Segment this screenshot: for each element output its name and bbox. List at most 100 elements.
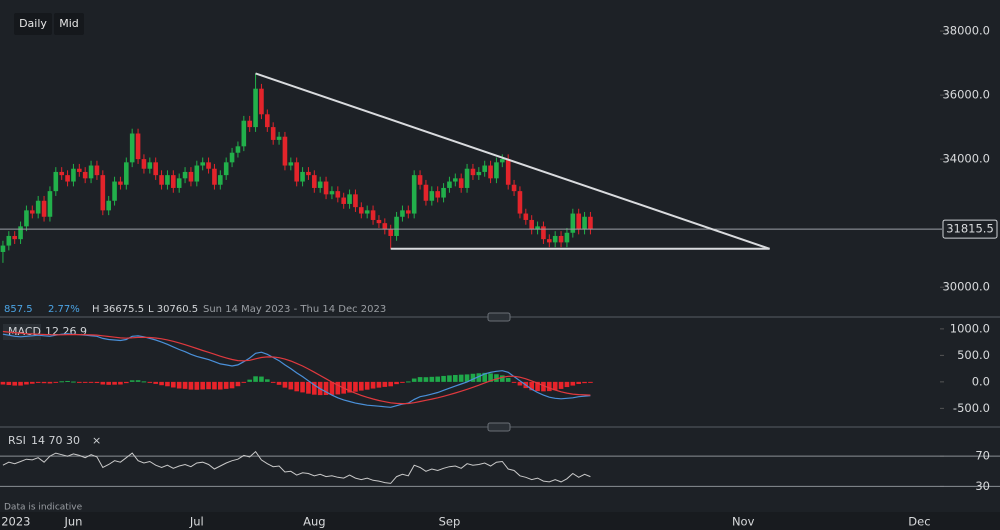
- resize-handle[interactable]: [487, 312, 511, 322]
- histogram-bar: [188, 381, 194, 390]
- histogram-bar: [435, 376, 440, 382]
- histogram-bar: [270, 381, 276, 383]
- candle-body: [159, 175, 164, 185]
- candle-body: [547, 239, 552, 243]
- candle-body: [223, 162, 229, 176]
- candle-body: [394, 216, 399, 236]
- candle-body: [335, 191, 341, 198]
- candle-body: [59, 171, 64, 176]
- candle-body: [558, 235, 564, 243]
- candle-body: [517, 191, 523, 214]
- candle-body: [505, 159, 511, 185]
- candle-body: [529, 219, 534, 230]
- candle-body: [241, 120, 247, 147]
- histogram-bar: [147, 381, 153, 383]
- candle-body: [47, 191, 53, 217]
- y-tick-label: 0.0: [972, 374, 990, 388]
- histogram-bar: [447, 375, 452, 382]
- y-tick-label: 36000.0: [942, 88, 990, 102]
- candle-body: [435, 191, 440, 198]
- candle-body: [282, 136, 288, 166]
- histogram-bar: [206, 381, 211, 390]
- histogram-bar: [35, 381, 41, 383]
- candle-body: [182, 171, 188, 179]
- candle-body: [388, 229, 393, 236]
- candle-body: [576, 213, 581, 230]
- histogram-bar: [276, 381, 282, 385]
- candle-body: [165, 175, 170, 185]
- histogram-bar: [165, 381, 170, 387]
- histogram-bar: [12, 381, 17, 386]
- histogram-bar: [300, 381, 305, 393]
- histogram-bar: [541, 381, 546, 392]
- histogram-bar: [576, 381, 581, 384]
- histogram-bar: [182, 381, 188, 389]
- candle-body: [441, 187, 446, 198]
- histogram-bar: [94, 381, 100, 384]
- price-type-button[interactable]: Mid: [59, 17, 79, 30]
- candle-body: [6, 235, 12, 246]
- resize-handle[interactable]: [487, 422, 511, 432]
- histogram-bar: [453, 374, 458, 382]
- candle-body: [500, 159, 505, 163]
- histogram-bar: [370, 381, 376, 389]
- candle-body: [458, 178, 464, 188]
- histogram-bar: [517, 381, 523, 386]
- candle-body: [188, 171, 194, 182]
- histogram-bar: [347, 381, 352, 393]
- histogram-bar: [265, 379, 270, 382]
- histogram-bar: [288, 381, 294, 390]
- candle-body: [294, 162, 299, 182]
- candle-body: [312, 175, 317, 188]
- histogram-bar: [53, 381, 59, 383]
- y-tick-label: 38000.0: [942, 24, 990, 38]
- histogram-bar: [282, 381, 288, 388]
- histogram-bar: [112, 381, 117, 385]
- candle-body: [112, 181, 117, 201]
- x-tick-label: Sep: [439, 515, 461, 529]
- last-price-label: 31815.5: [946, 222, 994, 236]
- histogram-bar: [212, 381, 217, 390]
- histogram-bar: [423, 377, 429, 382]
- histogram-bar: [106, 381, 111, 385]
- histogram-bar: [547, 381, 552, 392]
- close-indicator[interactable]: ×: [92, 434, 101, 447]
- candle-body: [429, 191, 435, 201]
- candle-body: [135, 133, 141, 160]
- histogram-bar: [511, 381, 517, 383]
- candle-body: [153, 162, 158, 176]
- histogram-bar: [417, 377, 423, 382]
- candle-body: [370, 210, 376, 220]
- histogram-bar: [218, 381, 223, 390]
- candle-body: [218, 175, 223, 185]
- candle-body: [453, 178, 458, 182]
- candle-body: [65, 175, 70, 182]
- histogram-bar: [47, 381, 53, 384]
- histogram-bar: [118, 381, 123, 385]
- macd-line: [2, 330, 591, 405]
- time-axis: [0, 512, 1000, 530]
- candle-body: [141, 159, 147, 169]
- histogram-bar: [259, 376, 264, 382]
- candle-body: [53, 171, 59, 192]
- candle-body: [265, 114, 270, 128]
- histogram-bar: [464, 374, 470, 382]
- histogram-bar: [200, 381, 205, 390]
- histogram-bar: [294, 381, 299, 392]
- histogram-bar: [241, 381, 247, 383]
- candle-body: [364, 210, 370, 214]
- candle-body: [276, 136, 282, 140]
- candle-body: [41, 200, 47, 217]
- histogram-bar: [71, 381, 76, 383]
- y-tick-label: 34000.0: [942, 152, 990, 166]
- candle-body: [124, 162, 129, 185]
- last-price-box: [942, 219, 998, 239]
- timeframe-button[interactable]: Daily: [19, 17, 47, 30]
- histogram-bar: [141, 381, 147, 383]
- candle-body: [541, 226, 546, 240]
- candle-body: [171, 175, 176, 188]
- indicator-params: 14 70 30: [31, 434, 80, 447]
- candle-body: [176, 178, 182, 188]
- info-text: H 36675.5: [92, 304, 144, 315]
